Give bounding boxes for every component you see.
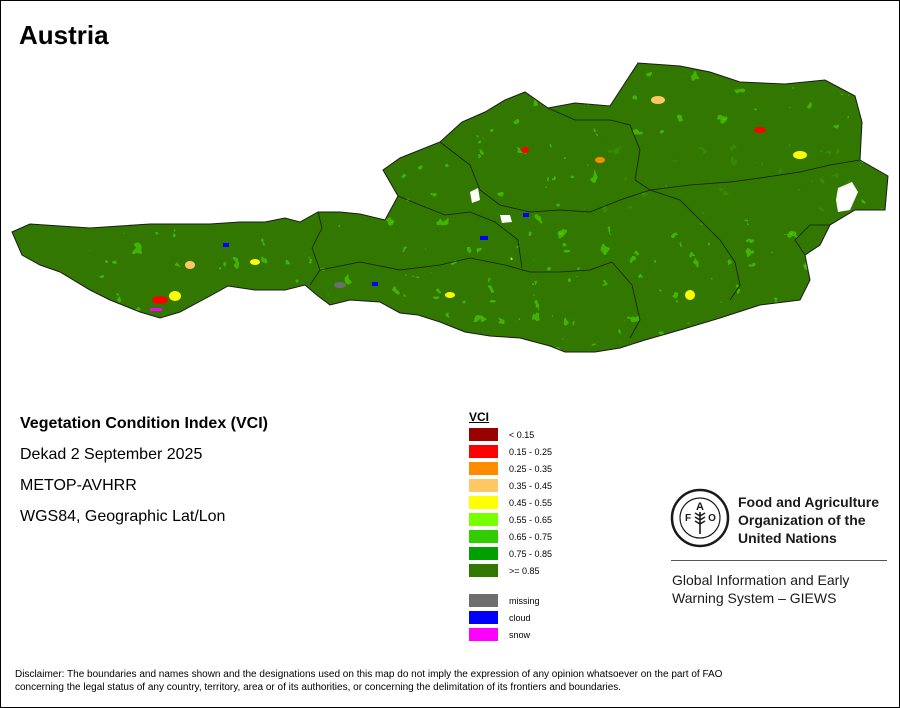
legend-class-swatch — [469, 462, 498, 475]
legend-class-swatch — [469, 428, 498, 441]
map-info-block: Vegetation Condition Index (VCI) Dekad 2… — [20, 414, 268, 538]
legend-class-row: 0.65 - 0.75 — [469, 528, 552, 545]
legend: VCI < 0.15 0.15 - 0.25 0.25 - 0.35 0.35 - 0… — [469, 410, 552, 643]
legend-class-label: 0.75 - 0.85 — [509, 548, 553, 559]
period-label: Dekad 2 September 2025 — [20, 446, 203, 463]
legend-class-row: 0.35 - 0.45 — [469, 477, 552, 494]
legend-special-swatch — [469, 628, 498, 641]
legend-class-row: < 0.15 — [469, 426, 552, 443]
legend-class-row: 0.75 - 0.85 — [469, 545, 552, 562]
state-boundaries — [309, 107, 861, 339]
svg-text:A: A — [696, 501, 704, 513]
legend-class-label: 0.45 - 0.55 — [509, 497, 553, 508]
legend-special-row: snow — [469, 626, 552, 643]
legend-class-label: 0.25 - 0.35 — [509, 463, 553, 474]
legend-class-label: >= 0.85 — [509, 565, 540, 576]
fao-name-line: Organization of the — [738, 512, 866, 528]
legend-class-row: 0.15 - 0.25 — [469, 443, 552, 460]
austria-vci-map — [11, 62, 889, 353]
vci-hotspots — [152, 96, 807, 304]
legend-special-row: missing — [469, 592, 552, 609]
legend-class-row: >= 0.85 — [469, 562, 552, 579]
legend-class-label: 0.65 - 0.75 — [509, 531, 553, 542]
fao-name: Food and Agriculture Organization of the… — [738, 493, 879, 547]
legend-class-swatch — [469, 564, 498, 577]
legend-special-row: cloud — [469, 609, 552, 626]
legend-special-label: cloud — [509, 612, 531, 623]
cloud-patches — [223, 213, 529, 286]
legend-class-swatch — [469, 513, 498, 526]
giews-name-line: Global Information and Early — [672, 572, 850, 588]
index-heading: Vegetation Condition Index (VCI) — [20, 415, 268, 432]
legend-special-label: missing — [509, 595, 540, 606]
disclaimer: Disclaimer: The boundaries and names sho… — [15, 668, 885, 694]
legend-class-swatch — [469, 479, 498, 492]
disclaimer-line: Disclaimer: The boundaries and names sho… — [15, 669, 723, 680]
legend-class-row: 0.25 - 0.35 — [469, 460, 552, 477]
legend-class-row: 0.55 - 0.65 — [469, 511, 552, 528]
legend-special: missing cloud snow — [469, 592, 552, 643]
legend-class-label: < 0.15 — [509, 429, 535, 440]
legend-class-swatch — [469, 547, 498, 560]
svg-text:O: O — [708, 513, 716, 524]
legend-classes: < 0.15 0.15 - 0.25 0.25 - 0.35 0.35 - 0.45 0… — [469, 426, 552, 579]
sensor-label: METOP-AVHRR — [20, 477, 137, 494]
fao-name-line: United Nations — [738, 530, 837, 546]
legend-title: VCI — [469, 410, 490, 424]
projection-label: WGS84, Geographic Lat/Lon — [20, 508, 226, 525]
legend-class-label: 0.15 - 0.25 — [509, 446, 553, 457]
lowland-region — [600, 140, 860, 220]
legend-class-swatch — [469, 445, 498, 458]
fao-divider — [671, 560, 887, 561]
legend-class-swatch — [469, 530, 498, 543]
legend-class-swatch — [469, 496, 498, 509]
map-title: Austria — [19, 20, 109, 50]
legend-special-label: snow — [509, 629, 531, 640]
lakes — [470, 182, 858, 223]
country-boundary — [11, 62, 889, 353]
svg-text:F: F — [685, 513, 691, 524]
fao-name-line: Food and Agriculture — [738, 494, 880, 510]
giews-name-line: Warning System – GIEWS — [672, 590, 837, 606]
legend-class-label: 0.35 - 0.45 — [509, 480, 553, 491]
disclaimer-line: concerning the legal status of any count… — [15, 682, 622, 693]
legend-class-row: 0.45 - 0.55 — [469, 494, 552, 511]
legend-special-swatch — [469, 611, 498, 624]
legend-class-label: 0.55 - 0.65 — [509, 514, 553, 525]
fao-emblem-icon: A F O — [670, 488, 730, 548]
giews-name: Global Information and Early Warning Sys… — [672, 571, 849, 607]
legend-special-swatch — [469, 594, 498, 607]
